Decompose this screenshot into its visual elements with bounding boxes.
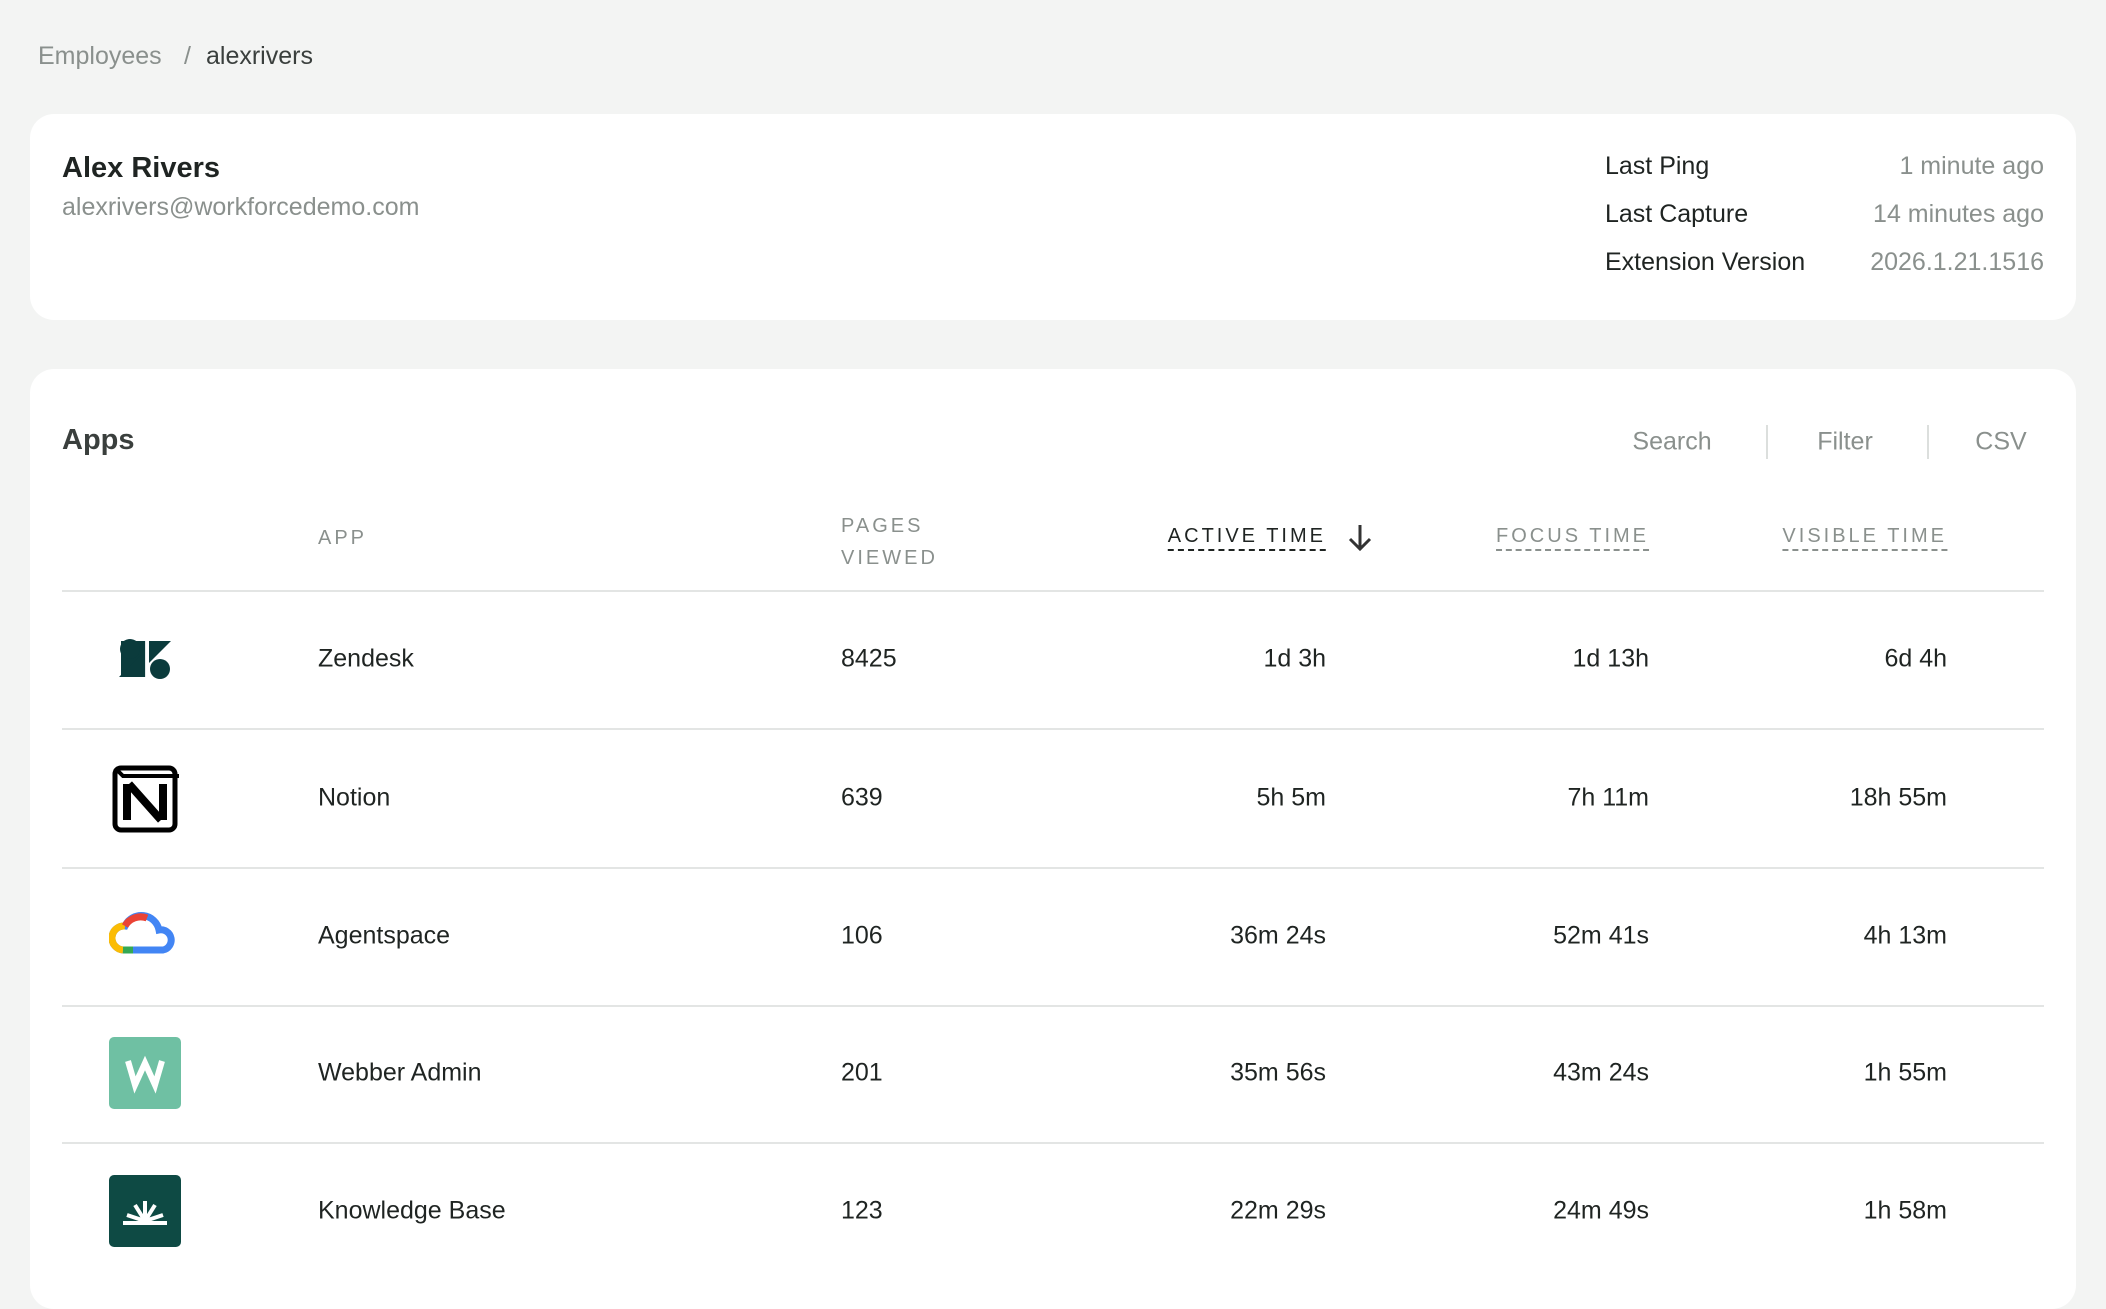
time-value: 5h 5m <box>1256 783 1326 812</box>
time-value: 6d 4h <box>1884 644 1947 673</box>
breadcrumb-parent[interactable]: Employees <box>38 42 162 70</box>
detail-label: Last Ping <box>1605 152 1710 180</box>
column-header: APP <box>318 527 368 549</box>
app-logo <box>109 1037 181 1109</box>
time-value: 52m 41s <box>1553 921 1649 950</box>
pages-viewed: 639 <box>841 783 883 812</box>
arrow-icon <box>1348 525 1372 552</box>
row-divider <box>62 728 2044 730</box>
app-logo <box>119 639 171 679</box>
breadcrumb-separator: / <box>184 42 191 70</box>
time-value: 7h 11m <box>1567 783 1649 812</box>
time-value: 1h 55m <box>1863 1058 1947 1087</box>
app-logo <box>112 765 179 833</box>
pages-viewed: 201 <box>841 1058 883 1087</box>
profile-card: Alex Rivers alexrivers@workforcedemo.com… <box>30 114 2076 320</box>
time-value: 22m 29s <box>1230 1196 1326 1225</box>
detail-value: 14 minutes ago <box>1873 200 2044 228</box>
header-label: VISIBLE TIME <box>1782 525 1947 551</box>
time-value: 4h 13m <box>1863 921 1947 950</box>
header-label: ACTIVE TIME <box>1167 525 1326 551</box>
app-name[interactable]: Agentspace <box>318 921 451 950</box>
time-value: 1d 3h <box>1263 644 1326 673</box>
time-value: 43m 24s <box>1553 1058 1649 1087</box>
app-name[interactable]: Zendesk <box>318 644 414 673</box>
pages-viewed: 106 <box>841 921 883 950</box>
app-logo <box>109 1175 181 1247</box>
pages-viewed: 8425 <box>841 644 897 673</box>
time-value: 35m 56s <box>1230 1058 1326 1087</box>
action-button[interactable]: Search <box>1632 427 1712 456</box>
sort-arrow <box>1346 522 1374 559</box>
time-value: 1d 13h <box>1572 644 1649 673</box>
app-icon <box>109 623 181 700</box>
time-value: 36m 24s <box>1230 921 1326 950</box>
employee-email: alexrivers@workforcedemo.com <box>62 193 420 221</box>
employee-name: Alex Rivers <box>62 152 220 184</box>
header-label: FOCUS TIME <box>1496 525 1649 551</box>
app-icon <box>109 1175 181 1252</box>
app-logo <box>108 912 175 954</box>
pages-viewed: 123 <box>841 1196 883 1225</box>
action-button[interactable]: Filter <box>1817 427 1873 456</box>
detail-value: 2026.1.21.1516 <box>1870 248 2044 276</box>
sortable-header[interactable]: ACTIVE TIME <box>1167 525 1326 551</box>
app-name[interactable]: Knowledge Base <box>318 1196 506 1225</box>
detail-label: Last Capture <box>1605 200 1749 228</box>
sortable-header[interactable]: FOCUS TIME <box>1496 525 1649 551</box>
app-name[interactable]: Notion <box>318 783 391 812</box>
time-value: 1h 58m <box>1863 1196 1947 1225</box>
page: Employees / alexrivers Alex Rivers alexr… <box>30 42 2076 1309</box>
detail-value: 1 minute ago <box>1899 152 2044 180</box>
breadcrumb-current: alexrivers <box>206 42 313 70</box>
sortable-header[interactable]: VISIBLE TIME <box>1782 525 1947 551</box>
divider <box>1766 425 1768 459</box>
header-divider <box>62 590 2044 592</box>
apps-title: Apps <box>62 424 135 456</box>
apps-card: Apps <box>30 369 2076 1309</box>
detail-label: Extension Version <box>1605 248 1806 276</box>
divider <box>1927 425 1929 459</box>
column-header[interactable]: PAGES VIEWED <box>841 515 938 569</box>
app-name[interactable]: Webber Admin <box>318 1058 482 1087</box>
app-icon <box>109 762 181 839</box>
action-button[interactable]: CSV <box>1975 427 2027 456</box>
app-icon <box>108 900 181 977</box>
app-icon <box>109 1037 181 1114</box>
time-value: 24m 49s <box>1553 1196 1649 1225</box>
row-divider <box>62 867 2044 869</box>
time-value: 18h 55m <box>1849 783 1947 812</box>
row-divider <box>62 1005 2044 1007</box>
row-divider <box>62 1142 2044 1144</box>
